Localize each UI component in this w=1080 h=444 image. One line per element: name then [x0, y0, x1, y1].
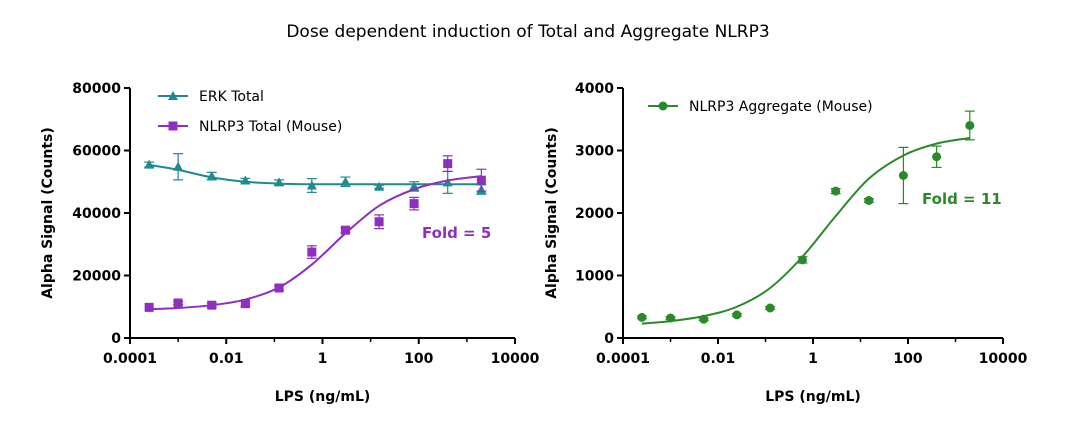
chart-panel-aggregate: 0 1000 2000 3000 4000 0.0001 0.01 1 100 10000 LPS …: [544, 81, 1028, 405]
y-tick-label: 20000: [72, 269, 121, 285]
legend-marker: [168, 121, 178, 131]
y-tick-label: 40000: [72, 206, 121, 222]
y-tick-label: 3000: [575, 144, 614, 160]
data-point: [442, 177, 453, 187]
x-tick-label: 0.01: [209, 351, 244, 367]
data-point: [374, 181, 385, 191]
data-point: [666, 313, 675, 323]
x-tick-label: 10000: [491, 351, 540, 367]
data-point: [144, 302, 154, 312]
legend-label: NLRP3 Total (Mouse): [199, 119, 342, 135]
data-point: [340, 225, 350, 235]
legend-marker: [658, 101, 668, 111]
data-point: [864, 196, 874, 205]
y-tick-label: 2000: [575, 206, 614, 222]
fit-curve: [641, 137, 970, 325]
y-tick-label: 80000: [72, 81, 121, 97]
series-nlrp3-total-mouse: [144, 155, 487, 312]
data-point: [207, 300, 217, 310]
data-point: [206, 171, 217, 181]
x-axis-label: LPS (ng/mL): [275, 389, 371, 405]
x-tick-label: 0.01: [701, 351, 736, 367]
y-axis-label: Alpha Signal (Counts): [544, 127, 560, 299]
fit-curve: [148, 163, 482, 186]
legend-label: NLRP3 Aggregate (Mouse): [689, 99, 873, 115]
y-tick-label: 4000: [575, 81, 614, 97]
x-tick-label: 0.0001: [596, 351, 650, 367]
data-point: [274, 283, 284, 293]
data-point: [732, 310, 742, 320]
data-point: [637, 312, 647, 322]
x-tick-label: 0.0001: [103, 351, 157, 367]
data-point: [306, 180, 317, 190]
y-tick-label: 0: [604, 331, 614, 347]
data-point: [173, 298, 183, 308]
fit-curve: [149, 175, 482, 311]
legend-label: ERK Total: [199, 89, 264, 105]
data-point: [240, 299, 250, 309]
x-tick-label: 1: [318, 351, 328, 367]
data-point: [831, 186, 841, 196]
data-point: [898, 171, 908, 180]
data-point: [409, 199, 419, 209]
y-axis-label: Alpha Signal (Counts): [40, 127, 56, 299]
x-axis-label: LPS (ng/mL): [765, 389, 861, 405]
x-tick-label: 1: [808, 351, 818, 367]
y-tick-label: 1000: [575, 269, 614, 285]
data-point: [144, 159, 155, 169]
fold-annotation: Fold = 11: [922, 190, 1002, 208]
series-erk-total: [144, 153, 487, 195]
data-point: [307, 247, 317, 257]
data-point: [240, 175, 251, 185]
data-point: [965, 121, 975, 130]
data-point: [797, 255, 807, 265]
y-tick-label: 60000: [72, 144, 121, 160]
data-point: [443, 159, 453, 169]
data-point: [173, 161, 184, 171]
data-point: [476, 175, 486, 185]
y-tick-label: 0: [111, 331, 121, 347]
data-point: [765, 303, 775, 313]
data-point: [699, 314, 709, 324]
legend-marker: [168, 91, 178, 100]
x-tick-label: 100: [893, 351, 922, 367]
x-tick-label: 10000: [979, 351, 1028, 367]
series-nlrp3-aggregate-mouse: [636, 110, 975, 325]
x-tick-label: 100: [404, 351, 433, 367]
chart-panel-total: 0 20000 40000 60000 80000 0.0001 0.01 1 100 10000…: [40, 81, 540, 405]
data-point: [340, 176, 351, 186]
data-point: [932, 152, 942, 162]
figure-title: Dose dependent induction of Total and Ag…: [286, 22, 769, 42]
data-point: [374, 217, 384, 227]
data-point: [274, 177, 285, 187]
fold-annotation: Fold = 5: [422, 224, 491, 242]
